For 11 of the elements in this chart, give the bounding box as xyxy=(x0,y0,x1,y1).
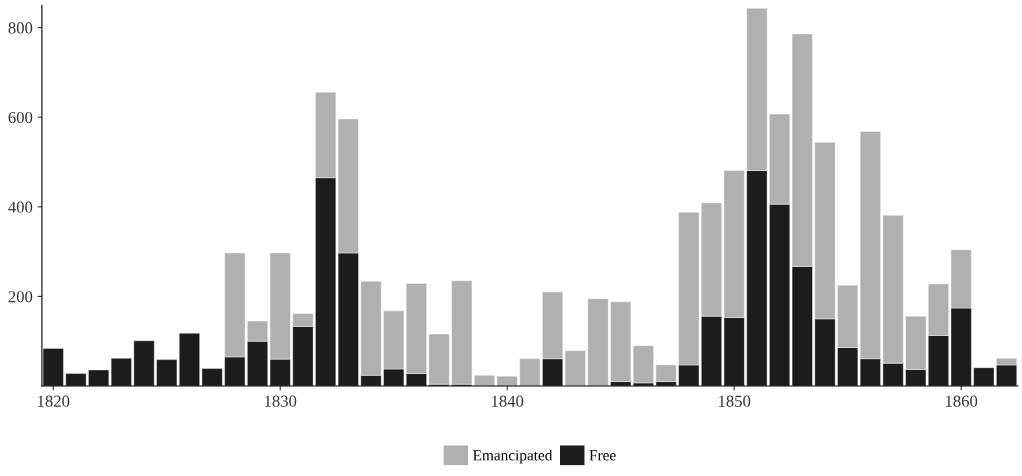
x-tick-label: 1830 xyxy=(265,395,297,407)
legend-label: Emancipated xyxy=(473,449,553,464)
y-tick-label: 400 xyxy=(8,201,33,213)
x-tick-label: 1820 xyxy=(38,395,70,407)
x-tick-label: 1840 xyxy=(492,395,524,407)
y-tick-label: 200 xyxy=(8,291,33,303)
y-tick-label: 600 xyxy=(8,111,33,124)
x-tick-label: 1860 xyxy=(945,395,978,407)
legend-label: Free xyxy=(589,450,616,461)
y-tick-label: 800 xyxy=(8,22,33,34)
x-tick-label: 1850 xyxy=(718,395,751,407)
